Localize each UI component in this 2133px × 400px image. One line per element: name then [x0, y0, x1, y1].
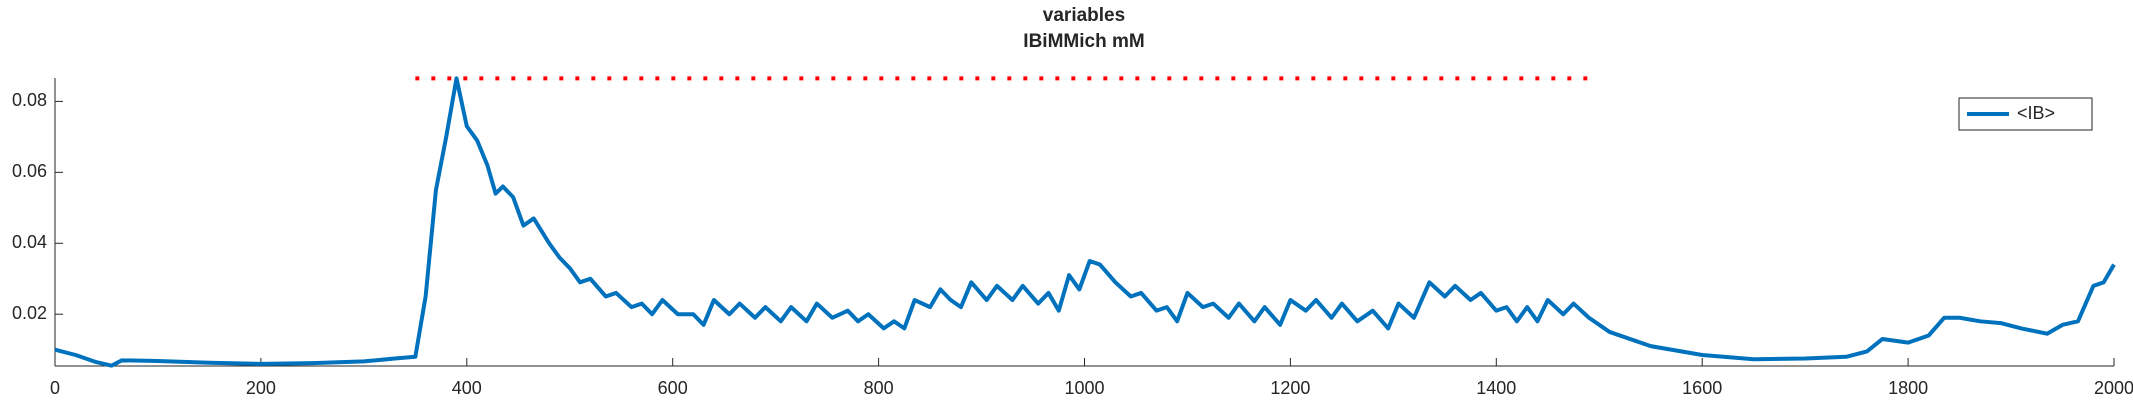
x-tick-label: 200 — [246, 378, 276, 398]
line-series — [54, 76, 2116, 368]
y-tick-label: 0.08 — [12, 90, 47, 110]
chart-subtitle: IBiMMich mM — [1023, 31, 1144, 52]
x-tick-label: 1600 — [1682, 378, 1722, 398]
chart-title: variables — [1043, 5, 1125, 26]
x-tick-label: 1800 — [1888, 378, 1928, 398]
x-tick-label: 0 — [50, 378, 60, 398]
x-tick-label: 2000 — [2094, 378, 2133, 398]
x-tick-label: 1200 — [1270, 378, 1310, 398]
x-tick-label: 600 — [658, 378, 688, 398]
x-tick-label: 800 — [864, 378, 894, 398]
y-tick-label: 0.04 — [12, 232, 47, 252]
y-tick-label: 0.06 — [12, 161, 47, 181]
x-tick-label: 1400 — [1476, 378, 1516, 398]
x-tick-label: 400 — [452, 378, 482, 398]
x-tick-label: 1000 — [1064, 378, 1104, 398]
y-tick-label: 0.02 — [12, 303, 47, 323]
legend-label: <IB> — [2017, 103, 2055, 123]
